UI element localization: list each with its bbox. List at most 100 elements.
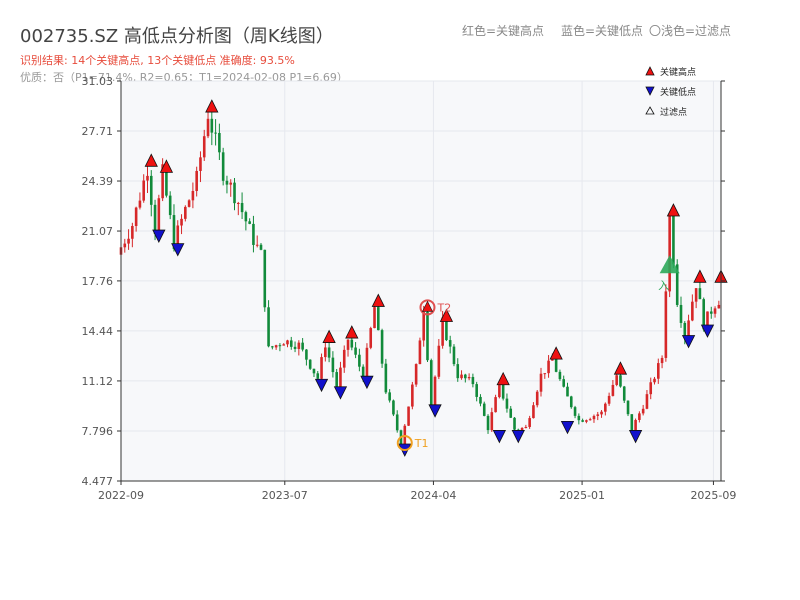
candle-body	[581, 420, 584, 422]
candle-body	[706, 311, 709, 330]
candle-body	[543, 373, 547, 375]
y-tick-label: 21.07	[82, 225, 114, 238]
x-tick-label: 2025-01	[559, 489, 605, 502]
key-high-marker	[666, 203, 681, 217]
candle-body	[664, 291, 668, 358]
x-tick-label: 2022-09	[98, 489, 144, 502]
candle-body	[259, 244, 263, 250]
candle-body	[187, 200, 191, 207]
candle-body	[411, 384, 414, 407]
legend-low-marker	[645, 86, 655, 96]
candle-body	[687, 320, 690, 338]
candle-body	[479, 396, 482, 404]
candle-body	[634, 419, 637, 431]
candle-body	[471, 376, 475, 385]
key-low-marker	[628, 430, 643, 444]
candle-body	[342, 349, 346, 368]
candle-body	[369, 328, 373, 348]
candle-body	[448, 340, 452, 347]
candle-body	[199, 157, 202, 171]
candle-body	[709, 311, 713, 314]
candle-body	[656, 363, 660, 379]
key-high-marker	[144, 153, 158, 167]
candle-body	[327, 347, 331, 358]
candle-body	[127, 238, 130, 244]
candle-body	[698, 288, 702, 300]
candle-body	[244, 212, 248, 222]
t2-high-marker	[422, 300, 433, 312]
candle-body	[585, 420, 588, 422]
candle-body	[622, 386, 626, 401]
candle-body	[717, 304, 721, 309]
candle-body	[407, 406, 410, 426]
t2-label: T2	[436, 301, 451, 314]
candle-body	[339, 367, 342, 387]
result-summary: 识别结果: 14个关键高点, 13个关键低点 准确度: 93.5%	[20, 54, 295, 67]
candle-body	[271, 346, 274, 348]
candle-body	[675, 264, 679, 305]
candle-body	[149, 175, 153, 205]
candle-body	[600, 411, 603, 415]
candle-body	[645, 394, 649, 409]
candle-body	[384, 363, 388, 393]
y-tick-label: 7.796	[82, 425, 114, 438]
y-tick-label: 27.71	[82, 125, 114, 138]
candle-body	[475, 384, 478, 397]
axes: 4.477 7.796 11.12 14.44 17.76 21.07 24.39 27.71…	[82, 75, 737, 502]
key-low-marker	[428, 404, 442, 418]
candle-body	[566, 386, 569, 397]
candle-body	[607, 395, 611, 404]
candle-body	[577, 415, 581, 421]
key-low-marker	[171, 243, 185, 257]
candle-body	[350, 339, 354, 348]
key-low-marker	[492, 430, 507, 444]
key-low-marker	[700, 324, 715, 338]
candle-body	[180, 218, 183, 226]
entry-marker	[659, 255, 680, 274]
candle-body	[494, 397, 497, 413]
candle-body	[236, 202, 240, 204]
y-tick-label: 11.12	[82, 375, 114, 388]
candle-body	[694, 288, 698, 302]
candle-body	[558, 371, 562, 380]
candle-body	[278, 345, 282, 347]
candle-body	[214, 132, 217, 134]
x-tick-label: 2024-04	[410, 489, 456, 502]
candle-body	[490, 412, 494, 431]
entry-label: 入	[658, 279, 669, 292]
candle-body	[267, 307, 270, 347]
candle-body	[157, 198, 161, 235]
key-high-marker	[322, 329, 336, 343]
candle-body	[668, 215, 671, 292]
candle-body	[365, 347, 369, 380]
candle-body	[638, 413, 641, 420]
y-tick-label: 14.44	[82, 325, 114, 338]
candle-body	[615, 375, 618, 385]
candle-body	[619, 375, 622, 387]
candle-body	[142, 180, 146, 201]
candle-body	[301, 342, 304, 350]
legend-low-label: 关键低点	[660, 86, 696, 98]
candle-body	[289, 340, 293, 347]
candle-body	[263, 249, 267, 308]
candle-body	[653, 378, 656, 383]
candle-body	[649, 382, 653, 395]
candle-body	[464, 374, 467, 379]
candle-body	[331, 357, 335, 373]
candle-body	[225, 180, 229, 185]
key-low-marker	[152, 229, 166, 243]
key-low-marker	[333, 386, 348, 400]
candle-body	[248, 221, 251, 224]
candle-body	[134, 207, 138, 227]
candle-body	[456, 364, 460, 379]
candle-body	[554, 359, 558, 372]
candle-body	[229, 182, 233, 185]
candle-body	[422, 311, 426, 341]
note-blue-low: 蓝色=关键低点	[561, 24, 644, 38]
x-tick-label: 2023-07	[262, 489, 308, 502]
key-low-marker	[314, 378, 329, 393]
candle-body	[361, 366, 365, 380]
candle-body	[528, 418, 531, 427]
candle-body	[683, 322, 687, 338]
